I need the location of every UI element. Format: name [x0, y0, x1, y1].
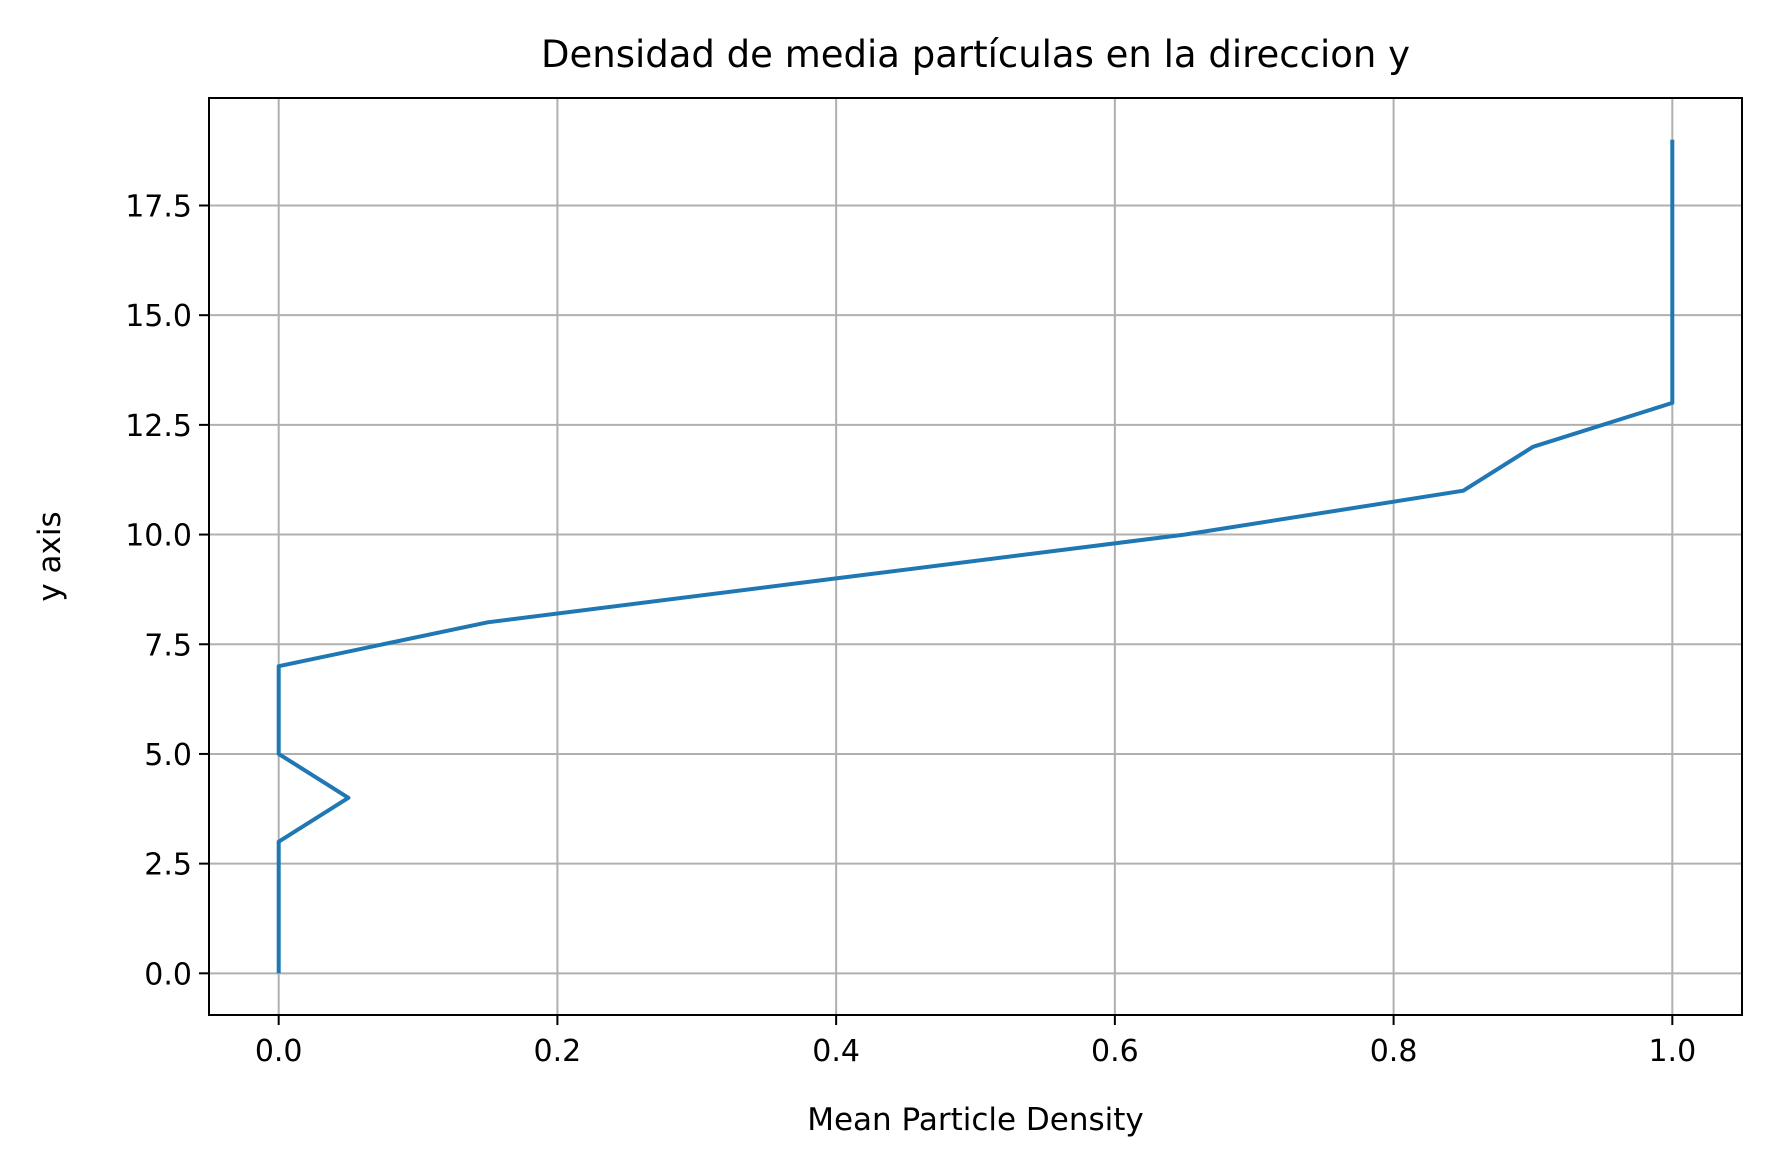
series-line	[276, 139, 1675, 974]
plot-frame	[208, 97, 1743, 1016]
y-tick-label: 0.0	[144, 957, 192, 992]
y-tick-label: 7.5	[144, 628, 192, 663]
y-tick-label: 10.0	[125, 519, 192, 554]
y-tick-label: 2.5	[144, 848, 192, 883]
x-axis: 0.0 0.2 0.4 0.6 0.8 1.0	[255, 1015, 1696, 1069]
y-axis-label: y axis	[32, 511, 68, 601]
x-tick-label: 0.4	[812, 1034, 860, 1069]
series-layer	[276, 139, 1675, 974]
x-axis-label: Mean Particle Density	[807, 1102, 1144, 1138]
y-axis: 0.0 2.5 5.0 7.5 10.0 12.5 15.0 17.5	[125, 189, 209, 992]
x-tick-label: 0.8	[1370, 1034, 1418, 1069]
x-tick-label: 0.0	[255, 1034, 303, 1069]
y-tick-label: 17.5	[125, 189, 192, 224]
y-tick-label: 12.5	[125, 409, 192, 444]
x-tick-label: 0.2	[534, 1034, 582, 1069]
x-tick-label: 1.0	[1648, 1034, 1696, 1069]
x-tick-label: 0.6	[1091, 1034, 1139, 1069]
y-tick-label: 15.0	[125, 299, 192, 334]
chart-title: Densidad de media partículas en la direc…	[541, 33, 1410, 76]
y-tick-label: 5.0	[144, 738, 192, 773]
